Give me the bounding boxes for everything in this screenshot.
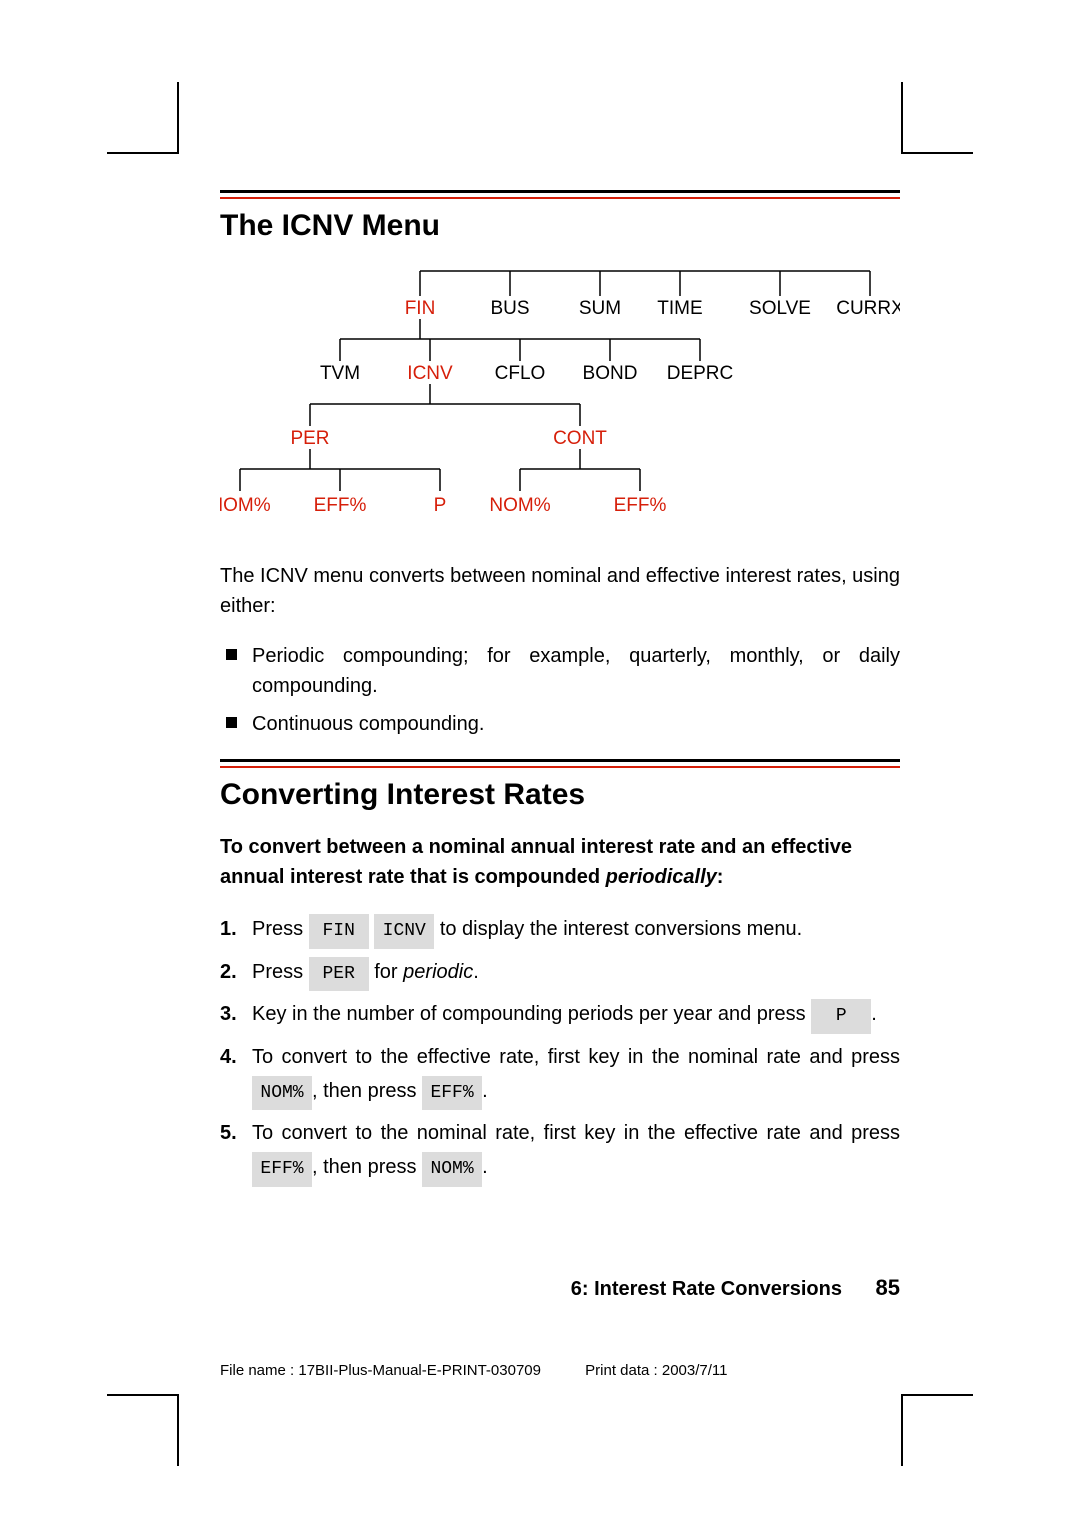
bullet-periodic: Periodic compounding; for example, quart…	[220, 641, 900, 701]
tree-p: P	[434, 495, 447, 516]
key-eff1: EFF%	[422, 1076, 482, 1111]
step-2: Press PER for periodic.	[220, 955, 900, 992]
key-fin: FIN	[309, 914, 369, 949]
tree-solve: SOLVE	[749, 298, 811, 319]
section-rule-black	[220, 190, 900, 193]
section-title-icnv: The ICNV Menu	[220, 209, 900, 243]
s2c: .	[473, 961, 479, 983]
conv-intro-c: :	[717, 866, 724, 888]
tree-bond: BOND	[583, 363, 638, 384]
crop-mark-bl	[107, 1394, 179, 1466]
s4c: .	[482, 1080, 488, 1102]
crop-mark-br	[901, 1394, 973, 1466]
tree-icnv: ICNV	[407, 363, 453, 384]
tree-cflo: CFLO	[495, 363, 546, 384]
conv-intro-b: periodically	[606, 866, 717, 888]
tree-eff2: EFF%	[614, 495, 667, 516]
tree-currx: CURRX	[836, 298, 900, 319]
step-4: To convert to the effective rate, first …	[220, 1040, 900, 1111]
key-p: P	[811, 999, 871, 1034]
footer-chapter: 6: Interest Rate Conversions	[571, 1278, 842, 1300]
section-title-converting: Converting Interest Rates	[220, 778, 900, 812]
steps-list: Press FIN ICNV to display the interest c…	[220, 912, 900, 1187]
s2a: Press	[252, 961, 309, 983]
print-date: Print data : 2003/7/11	[585, 1362, 727, 1379]
step-1: Press FIN ICNV to display the interest c…	[220, 912, 900, 949]
icnv-menu-tree: FIN BUS SUM TIME SOLVE CURRX TVM ICNV CF…	[220, 261, 900, 541]
tree-eff1: EFF%	[314, 495, 367, 516]
crop-mark-tl	[107, 82, 179, 154]
page-footer: 6: Interest Rate Conversions 85	[220, 1275, 900, 1301]
tree-fin: FIN	[405, 298, 436, 319]
s4a: To convert to the effective rate, first …	[252, 1046, 900, 1068]
s5a: To convert to the nominal rate, first ke…	[252, 1122, 900, 1144]
tree-deprc: DEPRC	[667, 363, 734, 384]
s5c: .	[482, 1156, 488, 1178]
key-per: PER	[309, 957, 369, 992]
key-icnv: ICNV	[374, 914, 434, 949]
key-eff2: EFF%	[252, 1152, 312, 1187]
key-nom2: NOM%	[422, 1152, 482, 1187]
section2-rule-red	[220, 766, 900, 768]
tree-time: TIME	[657, 298, 702, 319]
s4b: , then press	[312, 1080, 422, 1102]
s1b: to display the interest conversions menu…	[440, 918, 802, 940]
tree-cont: CONT	[553, 428, 607, 449]
bullet-continuous: Continuous compounding.	[220, 709, 900, 739]
page-content: The ICNV Menu	[220, 190, 900, 1193]
s2it: periodic	[403, 961, 473, 983]
conv-intro-a: To convert between a nominal annual inte…	[220, 836, 852, 888]
tree-nom1: NOM%	[220, 495, 271, 516]
key-nom1: NOM%	[252, 1076, 312, 1111]
print-file: File name : 17BII-Plus-Manual-E-PRINT-03…	[220, 1362, 541, 1379]
section2-rule-black	[220, 759, 900, 762]
footer-page: 85	[876, 1275, 900, 1300]
s5b: , then press	[312, 1156, 422, 1178]
s3a: Key in the number of compounding periods…	[252, 1003, 811, 1025]
s2b: for	[374, 961, 403, 983]
tree-tvm: TVM	[320, 363, 360, 384]
s3b: .	[871, 1003, 877, 1025]
converting-intro: To convert between a nominal annual inte…	[220, 832, 900, 892]
tree-nom2: NOM%	[489, 495, 550, 516]
step-5: To convert to the nominal rate, first ke…	[220, 1116, 900, 1187]
tree-bus: BUS	[490, 298, 529, 319]
tree-per: PER	[290, 428, 329, 449]
crop-mark-tr	[901, 82, 973, 154]
compound-list: Periodic compounding; for example, quart…	[220, 641, 900, 739]
step-3: Key in the number of compounding periods…	[220, 997, 900, 1034]
print-info: File name : 17BII-Plus-Manual-E-PRINT-03…	[220, 1362, 727, 1379]
section-rule-red	[220, 197, 900, 199]
s1a: Press	[252, 918, 309, 940]
tree-sum: SUM	[579, 298, 621, 319]
intro-text: The ICNV menu converts between nominal a…	[220, 561, 900, 621]
